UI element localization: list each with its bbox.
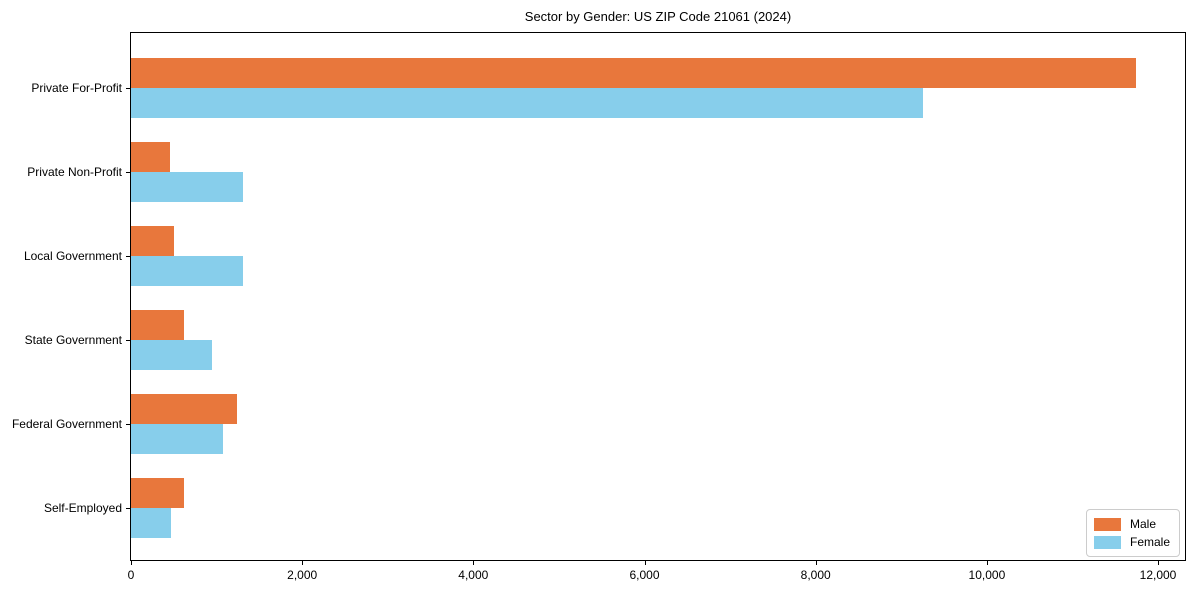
bar-male-self-employed	[131, 478, 184, 508]
x-tick-8000	[815, 560, 817, 565]
category-label-local-government: Local Government	[23, 249, 122, 263]
category-label-private-non-profit: Private Non-Profit	[27, 165, 122, 179]
bar-female-federal-government	[131, 424, 223, 454]
x-tick-label-4000: 4,000	[458, 568, 489, 582]
x-tick-label-10000: 10,000	[968, 568, 1006, 582]
x-tick-label-8000: 8,000	[800, 568, 831, 582]
bar-female-private-non-profit	[131, 172, 244, 202]
bar-female-self-employed	[131, 508, 172, 538]
bar-female-local-government	[131, 256, 244, 286]
bar-male-federal-government	[131, 394, 238, 424]
category-label-private-for-profit: Private For-Profit	[31, 81, 122, 95]
legend-entry-female: Female	[1093, 535, 1170, 549]
legend-label-female: Female	[1129, 535, 1170, 549]
y-tick-local-government	[126, 256, 131, 257]
legend-label-male: Male	[1129, 517, 1156, 531]
bar-male-local-government	[131, 226, 174, 256]
bar-female-state-government	[131, 340, 212, 370]
x-tick-label-2000: 2,000	[287, 568, 318, 582]
x-tick-6000	[644, 560, 646, 565]
x-tick-label-0: 0	[127, 568, 135, 582]
x-tick-label-6000: 6,000	[629, 568, 660, 582]
x-tick-10000	[986, 560, 988, 565]
category-label-state-government: State Government	[24, 333, 122, 347]
x-tick-12000	[1158, 560, 1159, 565]
x-tick-2000	[302, 560, 304, 565]
y-tick-private-for-profit	[126, 88, 131, 89]
chart-title: Sector by Gender: US ZIP Code 21061 (202…	[524, 9, 792, 24]
category-label-federal-government: Federal Government	[11, 417, 122, 431]
legend: Male Female	[1085, 509, 1180, 557]
x-tick-4000	[473, 560, 475, 565]
y-tick-private-non-profit	[126, 172, 131, 173]
bar-female-private-for-profit	[131, 88, 923, 118]
bar-male-private-non-profit	[131, 142, 171, 172]
legend-swatch-male	[1093, 517, 1121, 531]
x-tick-label-12000: 12,000	[1139, 568, 1177, 582]
category-label-self-employed: Self-Employed	[43, 501, 122, 515]
y-tick-self-employed	[126, 508, 131, 509]
y-tick-state-government	[126, 340, 131, 341]
legend-entry-male: Male	[1093, 517, 1170, 531]
plot-area: Private For-Profit Private Non-Profit Loca…	[12, 32, 1186, 582]
x-tick-0	[131, 560, 132, 565]
bar-male-private-for-profit	[131, 58, 1136, 88]
y-tick-federal-government	[126, 424, 131, 425]
legend-swatch-female	[1093, 535, 1121, 549]
bar-male-state-government	[131, 310, 184, 340]
